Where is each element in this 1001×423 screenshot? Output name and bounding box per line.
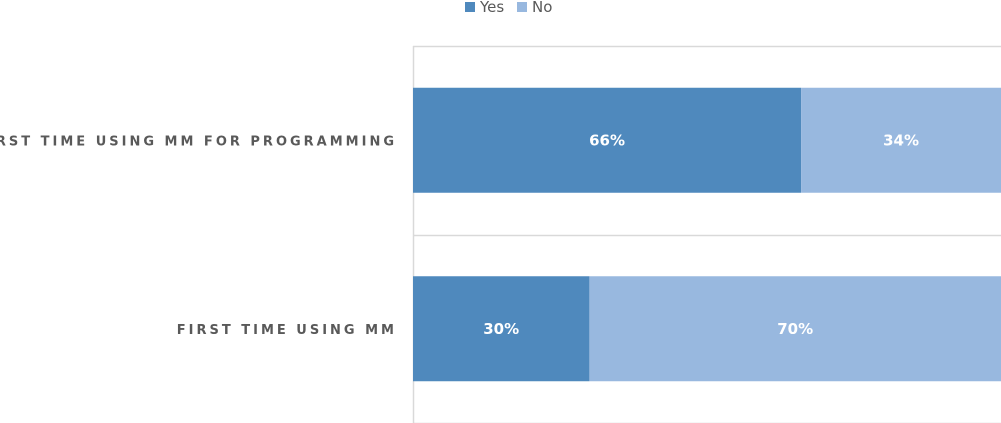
bar-yes-first-time-using-mm-for-programming	[413, 87, 802, 193]
data-label-no-first-time-using-mm: 70%	[777, 320, 813, 338]
legend-swatch-yes	[465, 2, 475, 12]
category-labels: FIRST TIME USING MM FOR PROGRAMMING FIRST…	[0, 134, 397, 338]
bar-no-first-time-using-mm-for-programming	[801, 87, 1001, 193]
data-label-yes-first-time-using-mm: 30%	[483, 320, 519, 338]
category-label-first-time-using-mm-for-programming: FIRST TIME USING MM FOR PROGRAMMING	[0, 134, 397, 149]
data-label-no-first-time-using-mm-for-programming: 34%	[883, 131, 919, 149]
category-label-first-time-using-mm: FIRST TIME USING MM	[177, 323, 397, 338]
data-labels: 66% 34% 30% 70%	[483, 131, 919, 338]
bars	[413, 87, 1001, 382]
legend: Yes No	[465, 0, 552, 16]
legend-label-yes: Yes	[479, 0, 504, 16]
data-label-yes-first-time-using-mm-for-programming: 66%	[589, 131, 625, 149]
legend-swatch-no	[517, 2, 527, 12]
bar-yes-first-time-using-mm	[413, 276, 590, 382]
legend-label-no: No	[532, 0, 552, 16]
bar-no-first-time-using-mm	[589, 276, 1001, 382]
